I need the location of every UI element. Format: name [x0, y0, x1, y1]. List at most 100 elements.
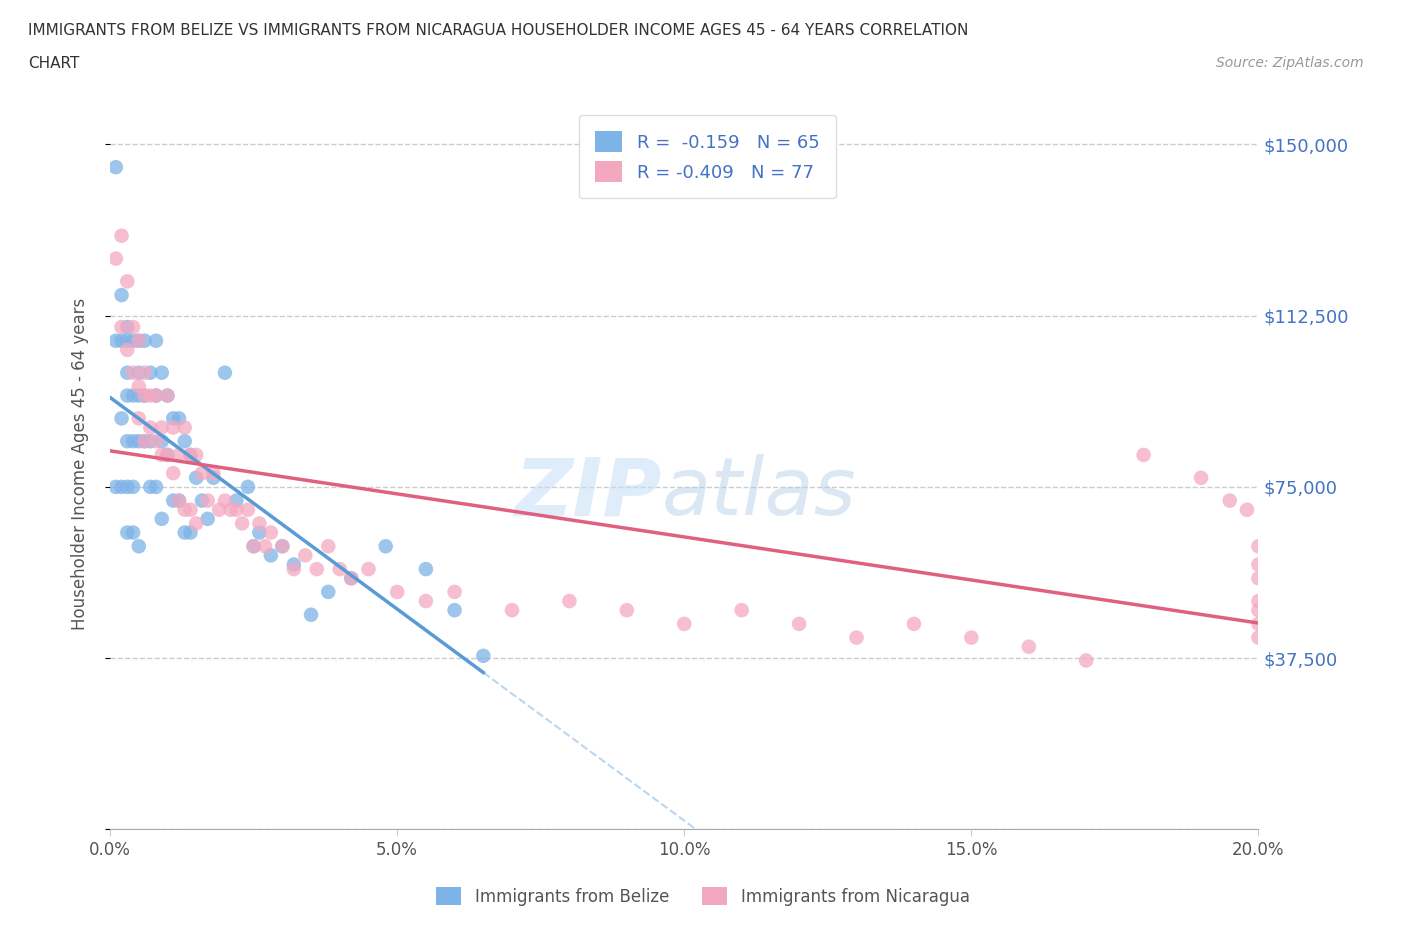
- Point: [128, 333, 150, 348]
- Point: [1247, 593, 1270, 608]
- Point: [294, 548, 316, 563]
- Point: [179, 447, 201, 462]
- Text: IMMIGRANTS FROM BELIZE VS IMMIGRANTS FROM NICARAGUA HOUSEHOLDER INCOME AGES 45 -: IMMIGRANTS FROM BELIZE VS IMMIGRANTS FRO…: [28, 23, 969, 38]
- Point: [208, 502, 231, 517]
- Point: [191, 493, 214, 508]
- Point: [225, 502, 247, 517]
- Point: [173, 433, 195, 448]
- Point: [1219, 493, 1241, 508]
- Point: [128, 411, 150, 426]
- Point: [150, 365, 173, 380]
- Point: [156, 388, 179, 403]
- Point: [197, 512, 219, 526]
- Point: [283, 557, 305, 572]
- Point: [117, 433, 139, 448]
- Point: [316, 538, 339, 553]
- Point: [167, 493, 190, 508]
- Point: [117, 333, 139, 348]
- Point: [134, 388, 156, 403]
- Point: [186, 471, 208, 485]
- Point: [122, 433, 145, 448]
- Point: [156, 447, 179, 462]
- Point: [128, 538, 150, 553]
- Point: [179, 447, 201, 462]
- Point: [110, 333, 132, 348]
- Point: [117, 388, 139, 403]
- Point: [117, 320, 139, 335]
- Point: [179, 502, 201, 517]
- Point: [960, 631, 983, 645]
- Point: [134, 365, 156, 380]
- Point: [145, 388, 167, 403]
- Point: [616, 603, 638, 618]
- Point: [128, 433, 150, 448]
- Point: [501, 603, 523, 618]
- Point: [122, 480, 145, 495]
- Point: [357, 562, 380, 577]
- Y-axis label: Householder Income Ages 45 - 64 years: Householder Income Ages 45 - 64 years: [72, 298, 89, 631]
- Point: [1247, 631, 1270, 645]
- Text: Source: ZipAtlas.com: Source: ZipAtlas.com: [1216, 56, 1364, 70]
- Point: [167, 493, 190, 508]
- Point: [260, 548, 283, 563]
- Point: [247, 525, 270, 540]
- Point: [1247, 538, 1270, 553]
- Point: [214, 365, 236, 380]
- Point: [340, 571, 363, 586]
- Point: [1132, 447, 1154, 462]
- Point: [162, 411, 184, 426]
- Point: [145, 388, 167, 403]
- Point: [117, 525, 139, 540]
- Point: [117, 274, 139, 289]
- Point: [122, 388, 145, 403]
- Point: [179, 525, 201, 540]
- Point: [150, 433, 173, 448]
- Point: [415, 562, 437, 577]
- Text: CHART: CHART: [28, 56, 80, 71]
- Point: [558, 593, 581, 608]
- Text: ZIP: ZIP: [515, 454, 661, 532]
- Point: [104, 251, 127, 266]
- Point: [145, 433, 167, 448]
- Point: [150, 420, 173, 435]
- Point: [225, 493, 247, 508]
- Point: [122, 525, 145, 540]
- Point: [1247, 617, 1270, 631]
- Point: [145, 480, 167, 495]
- Point: [117, 342, 139, 357]
- Legend: Immigrants from Belize, Immigrants from Nicaragua: Immigrants from Belize, Immigrants from …: [430, 881, 976, 912]
- Point: [236, 502, 259, 517]
- Point: [122, 320, 145, 335]
- Point: [156, 388, 179, 403]
- Point: [150, 512, 173, 526]
- Point: [242, 538, 264, 553]
- Point: [110, 320, 132, 335]
- Point: [299, 607, 322, 622]
- Point: [1189, 471, 1212, 485]
- Point: [167, 411, 190, 426]
- Point: [134, 433, 156, 448]
- Point: [104, 480, 127, 495]
- Point: [191, 466, 214, 481]
- Point: [128, 333, 150, 348]
- Point: [845, 631, 868, 645]
- Point: [134, 333, 156, 348]
- Point: [139, 480, 162, 495]
- Point: [1076, 653, 1098, 668]
- Point: [110, 228, 132, 243]
- Point: [214, 493, 236, 508]
- Point: [122, 365, 145, 380]
- Point: [231, 516, 253, 531]
- Point: [731, 603, 754, 618]
- Point: [374, 538, 396, 553]
- Point: [134, 388, 156, 403]
- Point: [128, 388, 150, 403]
- Point: [271, 538, 294, 553]
- Point: [340, 571, 363, 586]
- Point: [104, 160, 127, 175]
- Point: [247, 516, 270, 531]
- Point: [673, 617, 696, 631]
- Point: [104, 333, 127, 348]
- Point: [242, 538, 264, 553]
- Point: [173, 502, 195, 517]
